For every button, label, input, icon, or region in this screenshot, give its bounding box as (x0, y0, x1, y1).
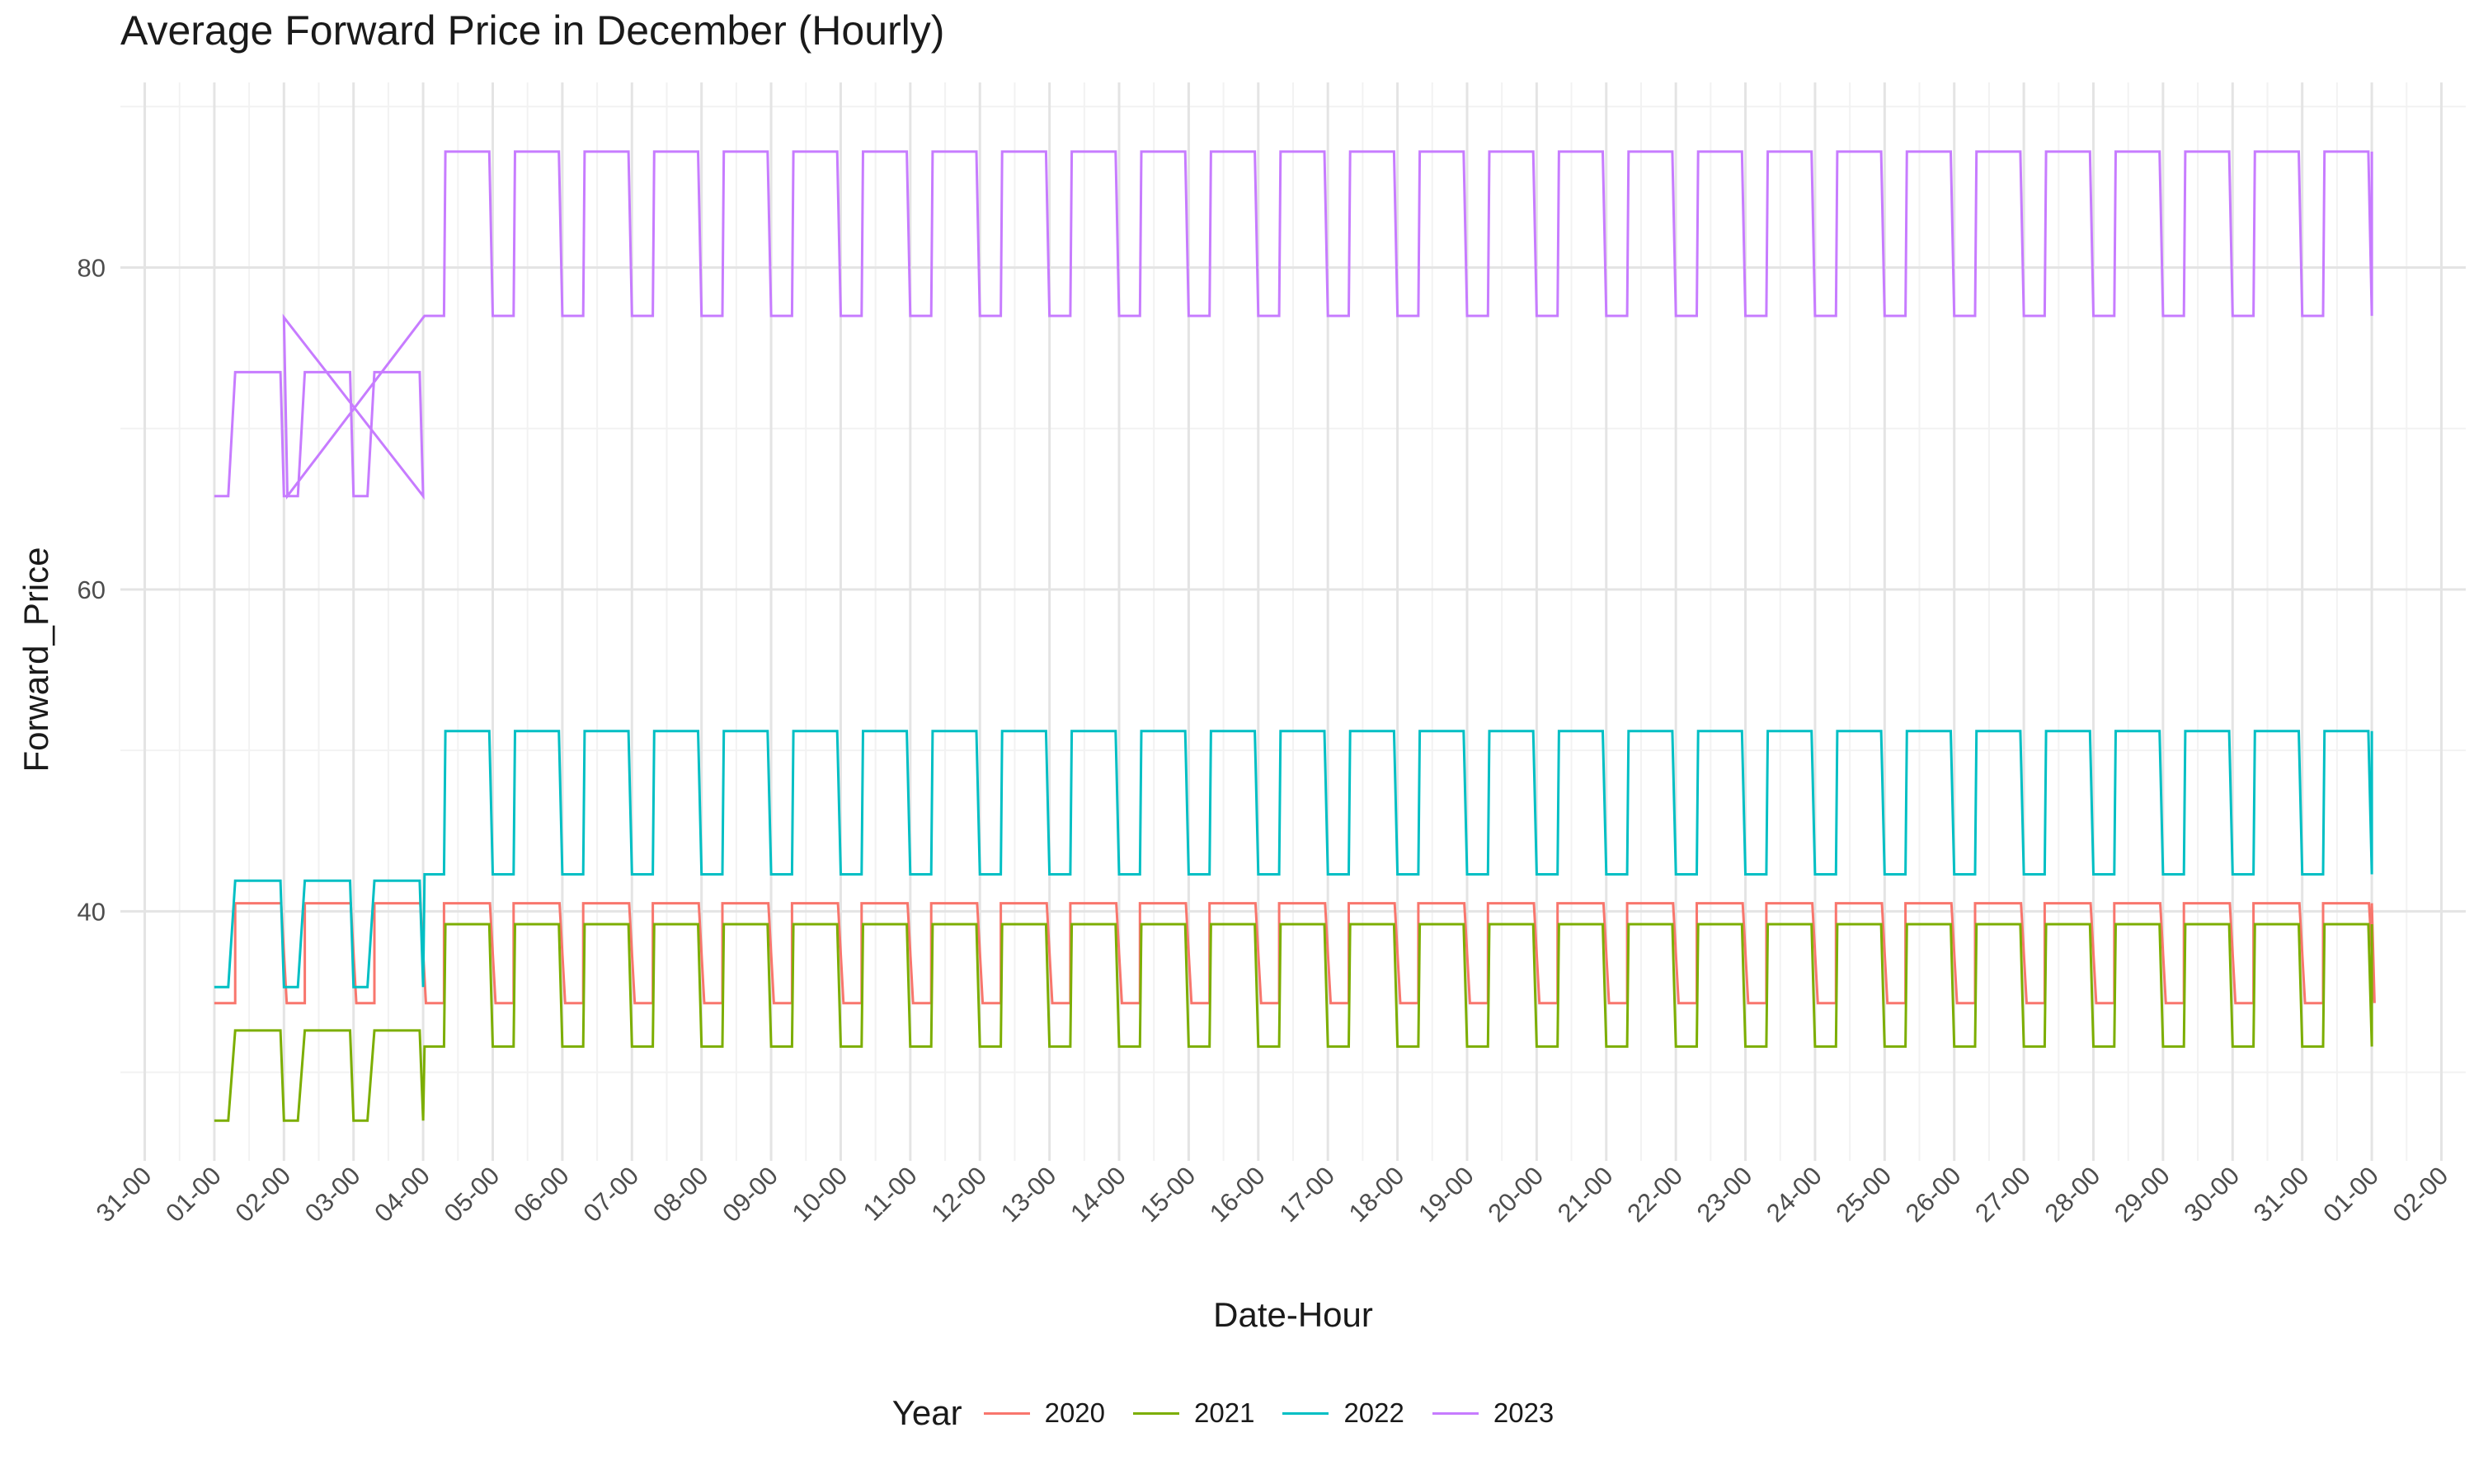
x-tick-label: 31-00 (91, 1161, 158, 1228)
x-tick-label: 03-00 (299, 1161, 366, 1228)
x-tick-label: 04-00 (369, 1161, 435, 1228)
legend: Year 2020 2021 2022 2023 (0, 1393, 2474, 1433)
x-tick-label: 05-00 (439, 1161, 506, 1228)
x-tick-label: 30-00 (2178, 1161, 2245, 1228)
legend-item-2022: 2022 (1282, 1397, 1404, 1429)
legend-key-2022 (1282, 1411, 1329, 1415)
x-tick-label: 02-00 (2387, 1161, 2454, 1228)
x-tick-label: 17-00 (1273, 1161, 1340, 1228)
x-tick-label: 23-00 (1691, 1161, 1758, 1228)
x-tick-label: 20-00 (1483, 1161, 1550, 1228)
x-tick-label: 21-00 (1552, 1161, 1619, 1228)
x-tick-label: 16-00 (1204, 1161, 1271, 1228)
x-tick-label: 24-00 (1761, 1161, 1827, 1228)
x-tick-label: 01-00 (2317, 1161, 2384, 1228)
x-axis-title: Date-Hour (1213, 1295, 1373, 1334)
chart-title: Average Forward Price in December (Hourl… (120, 7, 945, 54)
series-line-2023 (214, 150, 2373, 500)
legend-item-2021: 2021 (1133, 1397, 1254, 1429)
x-tick-label: 08-00 (647, 1161, 714, 1228)
x-tick-label: 13-00 (995, 1161, 1062, 1228)
x-tick-label: 09-00 (717, 1161, 783, 1228)
y-tick-label: 40 (78, 897, 106, 926)
series-line-2022 (214, 730, 2373, 989)
y-tick-label: 80 (78, 254, 106, 283)
x-tick-label: 10-00 (787, 1161, 854, 1228)
x-tick-label: 31-00 (2248, 1161, 2315, 1228)
x-tick-label: 11-00 (858, 1161, 923, 1226)
legend-label-2022: 2022 (1343, 1397, 1404, 1428)
minor-gridlines (120, 82, 2466, 1161)
y-axis-title: Forward_Price (16, 547, 55, 772)
x-axis-ticks: 31-00 01-00 02-00 03-00 04-00 05-00 06-00 07-00… (91, 1161, 2454, 1228)
x-tick-label: 14-00 (1065, 1161, 1131, 1228)
legend-key-2023 (1432, 1411, 1479, 1415)
x-tick-label: 29-00 (2109, 1161, 2175, 1228)
x-tick-label: 18-00 (1343, 1161, 1410, 1228)
series-line-2020 (214, 902, 2376, 1005)
legend-label-2020: 2020 (1044, 1397, 1106, 1428)
x-tick-label: 25-00 (1830, 1161, 1897, 1228)
x-tick-label: 15-00 (1135, 1161, 1202, 1228)
series-line-2021 (214, 923, 2373, 1122)
legend-item-2023: 2023 (1432, 1397, 1554, 1429)
legend-title: Year (891, 1393, 962, 1432)
x-tick-label: 28-00 (2039, 1161, 2106, 1228)
x-tick-label: 01-00 (160, 1161, 227, 1228)
legend-key-2020 (983, 1411, 1030, 1415)
y-tick-label: 60 (78, 575, 106, 604)
legend-label-2023: 2023 (1493, 1397, 1554, 1428)
x-tick-label: 27-00 (1969, 1161, 2036, 1228)
x-tick-label: 19-00 (1413, 1161, 1479, 1228)
x-tick-label: 02-00 (229, 1161, 296, 1228)
x-tick-label: 07-00 (577, 1161, 644, 1228)
y-axis-ticks: 40 60 80 (78, 254, 106, 927)
legend-item-2020: 2020 (983, 1397, 1106, 1429)
x-tick-label: 22-00 (1621, 1161, 1688, 1228)
series-layer (214, 150, 2376, 1122)
legend-key-2021 (1133, 1411, 1180, 1415)
legend-label-2021: 2021 (1194, 1397, 1255, 1428)
x-tick-label: 26-00 (1900, 1161, 1967, 1228)
x-tick-label: 06-00 (508, 1161, 575, 1228)
x-tick-label: 12-00 (925, 1161, 992, 1228)
